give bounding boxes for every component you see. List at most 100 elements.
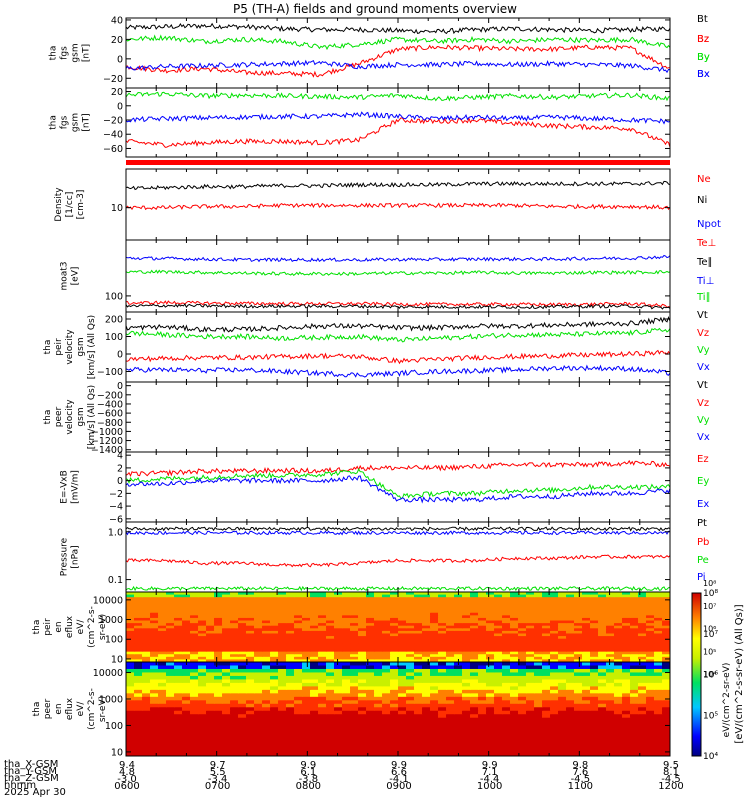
ephem-value: 6.1	[300, 767, 317, 778]
temperature-ylabel: moat3[eV]	[60, 261, 81, 290]
peer-velocity-legend-3: Vx	[697, 432, 710, 443]
fgm-legend-0: Bz	[697, 34, 709, 45]
temperature-series-3	[126, 269, 670, 276]
peer-velocity-frame	[125, 381, 671, 453]
temperature-legend-1: Te∥	[696, 257, 713, 268]
peer-velocity-ytick-6: −1200	[91, 436, 123, 447]
fgm-series-2	[126, 111, 670, 125]
fgs-series-2	[126, 34, 670, 51]
ephem-row-label: tha_Y-GSM	[4, 766, 58, 777]
fgs-frame	[125, 17, 671, 89]
peir-spectrogram-image	[126, 592, 670, 662]
peir-velocity-ytick-1: 100	[105, 332, 123, 343]
peer-spectrogram-ytick-0: 10000	[93, 668, 123, 679]
efield-ylabel: E=-VxB[mV/m]	[60, 470, 81, 504]
peer-spectrogram-ytick-2: 100	[105, 721, 123, 732]
density-series-0	[126, 202, 670, 211]
colorbar-label: [eV/(cm^2-s-sr-eV) (All Qs)]	[734, 604, 745, 743]
ephem-value: 9.5	[663, 760, 679, 771]
ephem-value: 9.4	[119, 760, 135, 771]
peir-velocity-ylabel: thapeirvelocitygsm[km/s] (All Qs)	[43, 315, 97, 379]
colorbar2-tick-3: 10⁷	[703, 602, 716, 611]
temperature-legend-2: Ti⊥	[696, 276, 714, 287]
ephem-row-label: hhmm	[4, 780, 37, 791]
fgm-ytick-3: −40	[103, 130, 123, 141]
peer-velocity-ytick-7: −1400	[91, 445, 123, 456]
pressure-ytick-0: 1.0	[108, 527, 123, 538]
temperature-series-0	[126, 300, 670, 309]
fgs-series-1	[126, 44, 670, 78]
ephem-value: 7.6	[572, 767, 589, 778]
spectrogram-colorbar: 10⁴10⁴10⁵10⁵10⁶10⁶10⁷10⁷10⁸10⁸[eV/(cm^2-…	[691, 579, 745, 762]
peer-spectrogram-ylabel: thapeerenefluxeV/(cm^2-s-sr-eV)	[32, 688, 108, 730]
peer-velocity-ytick-0: 0	[117, 381, 123, 392]
efield-ytick-1: 2	[117, 463, 123, 474]
pressure-legend-0: Pt	[697, 518, 707, 529]
ephem-value: 5.5	[209, 767, 226, 778]
peir-spectrogram-ytick-0: 10000	[93, 595, 123, 606]
density-legend-0: Ne	[697, 174, 711, 185]
ephem-value: -4.4	[479, 774, 500, 785]
peer-velocity-ytick-1: −200	[97, 390, 123, 401]
pressure-series-0	[126, 526, 670, 532]
ephem-value: 1000	[476, 781, 503, 792]
ephem-value: -4.1	[389, 774, 409, 785]
fgm-ylabel: thafgsgsm[nT]	[49, 113, 92, 132]
panel-peir-velocity: Vt Vz Vy Vx 200 100 0 −100thapeirvelocitygsm[km…	[43, 310, 710, 383]
fgm-legend-2: Bx	[697, 69, 710, 80]
peir-spectrogram-ytick-1: 1000	[99, 615, 123, 626]
peir-velocity-frame	[125, 311, 671, 383]
ephem-row-label: tha_Z-GSM	[4, 773, 59, 784]
efield-ytick-2: 0	[117, 476, 123, 487]
efield-ytick-3: −2	[109, 489, 123, 500]
pressure-series-1	[126, 554, 670, 568]
peer-spectrogram-ytick-3: 10	[111, 747, 123, 758]
colorbar-tick-0: 10⁴	[703, 752, 718, 762]
panel-fgs: Bt Bz By Bx 40 20 0 −20 thafgsgsm[nT]	[49, 14, 710, 89]
density-ylabel: Density[1/cc][cm-3]	[54, 187, 86, 222]
fgs-ytick-2: 0	[117, 54, 123, 65]
efield-series-1	[126, 467, 670, 500]
panel-peer-velocity: Vt Vz Vy Vx 0−200−400−600−800−1000−1200−1400…	[43, 380, 710, 456]
efield-legend-1: Ey	[697, 476, 709, 487]
ephem-value: 0800	[295, 781, 322, 792]
fgm-series-0	[126, 117, 670, 148]
ephem-value: 4.8	[119, 767, 135, 778]
peer-velocity-ylabel: thapeervelocitygsm[km/s] (All Qs)	[43, 385, 97, 449]
pressure-legend-1: Pb	[697, 537, 709, 548]
efield-series-2	[126, 475, 670, 504]
fgs-legend-1: Bz	[697, 34, 709, 45]
fgs-legend-3: Bx	[697, 69, 710, 80]
peer-velocity-legend-1: Vz	[697, 398, 709, 409]
colorbar2-tick-2: 10⁶	[703, 625, 716, 634]
efield-legend-2: Ex	[697, 499, 709, 510]
fgm-ytick-4: −60	[103, 144, 123, 155]
pressure-ylabel: Pressure[nPa]	[60, 537, 81, 576]
peir-spectrogram-ylabel: thapeirenefluxeV/(cm^2-s-sr-eV)	[32, 606, 108, 648]
fgs-series-0	[126, 22, 670, 35]
peir-spectrogram-ytick-2: 100	[105, 635, 123, 646]
ephem-value: 0600	[114, 781, 140, 792]
fgm-legend-1: By	[697, 52, 710, 63]
peer-velocity-ytick-4: −800	[97, 418, 123, 429]
colorbar2-tick-4: 10⁸	[703, 579, 716, 588]
fgm-ytick-2: −20	[103, 116, 123, 127]
panel-efield: Ez Ey Ex 42 0 −2 −4−6 E=-VxB[mV/m]	[60, 451, 710, 526]
fgs-ytick-1: 20	[111, 35, 123, 46]
peer-velocity-ytick-3: −600	[97, 409, 123, 420]
peir-velocity-legend-0: Vt	[697, 310, 708, 321]
peir-velocity-legend-1: Vz	[697, 328, 709, 339]
colorbar-tick-1: 10⁵	[703, 711, 718, 721]
ephem-value: 9.9	[391, 760, 407, 771]
fgm-ytick-1: 0	[117, 101, 123, 112]
ephem-value: -4.5	[661, 774, 681, 785]
ephem-value: -3.4	[207, 774, 228, 785]
ephem-date: 2025 Apr 30	[4, 787, 66, 798]
colorbar-tick-3: 10⁷	[703, 630, 718, 640]
colorbar2-tick-0: 10⁴	[703, 670, 716, 679]
density-legend-2: Npot	[697, 219, 721, 230]
flag-bar	[126, 160, 670, 165]
pressure-series-3	[126, 530, 670, 536]
colorbar-label-2: eV/(cm^2-sr-eV)	[722, 663, 732, 738]
